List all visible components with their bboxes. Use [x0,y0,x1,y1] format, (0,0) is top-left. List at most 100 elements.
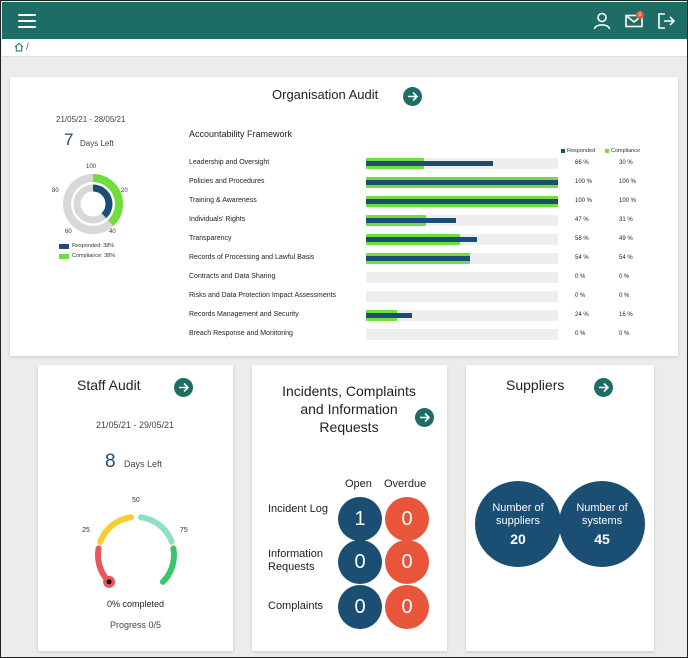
staff-days-left-value: 8 [105,451,116,472]
gauge-progress-dot [106,579,112,585]
arrow-right-icon [420,412,431,423]
compliance-percent: 0 % [619,293,630,299]
complaints-overdue-count[interactable]: 0 [385,585,429,629]
number-of-suppliers-label: Number of suppliers [492,502,544,527]
responded-percent: 0 % [575,274,586,280]
framework-row-label: Training & Awareness [189,197,257,204]
framework-row-label: Transparency [189,235,232,242]
responded-bar [366,199,558,204]
staff-days-left-label: Days Left [124,459,163,469]
framework-row-bar-track [366,215,558,226]
responded-percent: 0 % [575,293,586,299]
responded-percent: 0 % [575,331,586,337]
compliance-percent: 30 % [619,160,633,166]
user-icon[interactable] [592,11,612,31]
notification-badge: 0 [636,11,644,19]
compliance-percent: 100 % [619,198,637,204]
framework-row-bar-track [366,234,558,245]
responded-bar [366,218,457,223]
donut-compliance-arc [63,174,123,234]
org-audit-donut-chart [63,174,123,234]
donut-tick-40: 40 [109,229,116,235]
suppliers-title: Suppliers [506,377,565,393]
incident-log-label: Incident Log [268,503,328,515]
gauge-tick-75: 75 [180,527,188,534]
org-days-left-label: Days Left [80,139,114,148]
framework-row-label: Records of Processing and Lawful Basis [189,254,315,261]
org-audit-arrow-button[interactable] [403,87,422,106]
framework-row-label: Policies and Procedures [189,178,265,185]
donut-legend-responded-swatch [59,244,69,249]
framework-row-bar-track [366,329,558,340]
framework-row-label: Contracts and Data Sharing [189,273,276,280]
framework-row-label: Risks and Data Protection Impact Assessm… [189,292,337,299]
menu-icon[interactable] [18,14,36,28]
information-requests-label: Information Requests [268,548,324,573]
compliance-percent: 100 % [619,179,637,185]
compliance-percent: 16 % [619,312,633,318]
staff-progress-text: Progress 0/5 [109,620,162,630]
number-of-systems-value: 45 [594,531,610,547]
number-of-suppliers-circle[interactable]: Number of suppliers 20 [475,481,561,567]
responded-bar [366,313,413,318]
responded-percent: 47 % [575,217,589,223]
compliance-percent: 49 % [619,236,633,242]
responded-bar [366,161,493,166]
framework-row-label: Breach Response and Monitoring [189,330,293,337]
responded-percent: 66 % [575,160,589,166]
framework-row-bar-track [366,272,558,283]
suppliers-arrow-button[interactable] [594,378,613,397]
responded-bar [366,256,470,261]
breadcrumb-separator: / [26,42,29,53]
number-of-systems-circle[interactable]: Number of systems 45 [559,481,645,567]
framework-row-bar-track [366,253,558,264]
logout-icon[interactable] [656,11,676,31]
incidents-arrow-button[interactable] [415,408,434,427]
responded-percent: 100 % [575,179,593,185]
accountability-framework-title: Accountability Framework [189,129,293,139]
staff-audit-date-range: 21/05/21 - 29/05/21 [96,420,175,430]
responded-percent: 54 % [575,255,589,261]
home-icon[interactable] [14,42,24,52]
framework-row-bar-track [366,196,558,207]
staff-completed-text: 0% completed [106,599,165,609]
incident-log-overdue-count[interactable]: 0 [385,497,429,541]
donut-legend-compliance: Compliance: 38% [72,253,116,259]
gauge-tick-50: 50 [132,497,140,504]
framework-row-bar-track [366,310,558,321]
framework-row-label: Records Management and Security [189,311,299,318]
arrow-right-icon [408,91,419,102]
information-requests-open-count[interactable]: 0 [338,540,382,584]
responded-bar [366,237,478,242]
arrow-right-icon [599,382,610,393]
information-requests-overdue-count[interactable]: 0 [385,540,429,584]
framework-row-label: Leadership and Oversight [189,159,270,166]
donut-responded-arc [73,184,113,224]
responded-percent: 100 % [575,198,593,204]
responded-percent: 58 % [575,236,589,242]
framework-row-label: Individuals' Rights [189,216,246,223]
donut-tick-60: 60 [65,229,72,235]
framework-row-bar-track [366,158,558,169]
legend-responded: Responded [561,148,595,154]
incident-log-open-count[interactable]: 1 [338,497,382,541]
framework-row-bar-track [366,177,558,188]
compliance-percent: 31 % [619,217,633,223]
staff-audit-title: Staff Audit [77,377,141,393]
column-header-open: Open [345,478,372,490]
org-audit-date-range: 21/05/21 - 28/05/21 [56,115,126,124]
column-header-overdue: Overdue [384,478,427,490]
compliance-percent: 0 % [619,331,630,337]
compliance-percent: 54 % [619,255,633,261]
responded-bar [366,180,558,185]
incidents-title: Incidents, Complaints and Information Re… [282,383,416,435]
staff-audit-arrow-button[interactable] [174,378,193,397]
staff-audit-card: Staff Audit 21/05/21 - 29/05/21 8 Days L… [38,365,233,651]
incidents-card: Incidents, Complaints and Information Re… [252,365,447,651]
donut-tick-100: 100 [86,164,97,170]
legend-compliance-label: Compliance [611,148,641,154]
org-days-left-value: 7 [64,130,74,149]
complaints-open-count[interactable]: 0 [338,585,382,629]
complaints-label: Complaints [268,600,324,612]
staff-progress-gauge [95,514,177,588]
